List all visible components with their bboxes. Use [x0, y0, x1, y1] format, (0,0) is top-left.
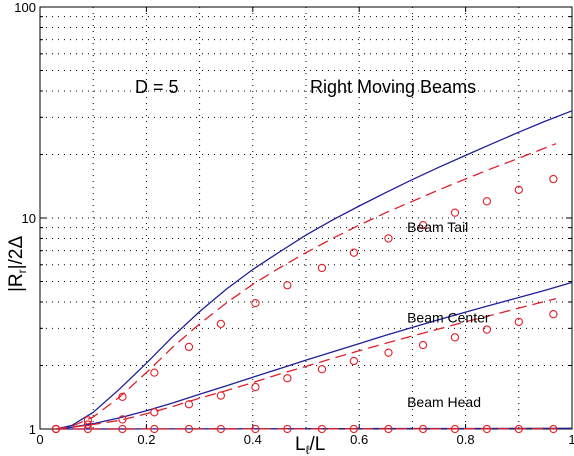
beam-head-marker — [349, 424, 359, 434]
beam-center-dashed-line — [55, 297, 557, 430]
beam-center-marker — [349, 356, 359, 366]
y-tick-label: 10 — [22, 211, 36, 226]
beam-center-marker — [184, 400, 194, 409]
y-tick-label: 1 — [29, 422, 36, 437]
ticks-layer: 0 0.2 0.4 0.6 0.8 1 1 10 100 — [14, 0, 574, 447]
beam-center-marker — [514, 317, 523, 326]
x-tick-label: 0.6 — [350, 432, 368, 447]
x-tick-label: 0.4 — [244, 432, 262, 447]
beam-center-marker — [450, 333, 460, 342]
beam-center-marker — [150, 408, 159, 417]
y-axis-label-suffix: |/2Δ — [6, 236, 27, 270]
beam-head-marker — [216, 424, 226, 434]
x-axis-label: Lℓ/L — [295, 434, 325, 456]
beam-tail-marker — [216, 319, 226, 329]
beam-tail-marker — [150, 368, 159, 377]
beam-tail-marker — [450, 208, 460, 217]
beam-tail-marker — [317, 263, 327, 273]
beam-tail-marker — [118, 392, 127, 402]
beam-head-marker — [418, 424, 428, 434]
beam-head-marker — [283, 424, 292, 434]
beam-center-marker — [216, 391, 226, 400]
beam-head-marker — [150, 424, 159, 434]
y-axis-label: |Rr|/2Δ — [6, 236, 29, 292]
beam-head-marker — [118, 424, 127, 434]
beam-tail-marker — [549, 174, 558, 184]
beam-tail-solid-line — [55, 110, 573, 430]
beam-center-marker — [251, 382, 260, 392]
beam-head-marker — [184, 424, 194, 434]
beam-center-marker — [418, 340, 428, 350]
beam-tail-marker — [349, 248, 359, 257]
beam-tail-marker — [418, 220, 428, 230]
beam-center-marker — [549, 310, 558, 319]
beam-center-solid-line — [55, 281, 573, 430]
beam-head-marker — [317, 424, 327, 434]
beam-head-marker — [51, 424, 61, 434]
x-axis-label-tail: /L — [309, 434, 325, 455]
annotation-group-title: Right Moving Beams — [310, 77, 476, 97]
y-tick-label: 100 — [14, 0, 36, 15]
beam-center-marker — [482, 325, 492, 334]
beam-tail-marker — [514, 185, 523, 194]
labels-layer: Beam Tail Beam Center Beam Head — [407, 219, 490, 410]
beam-center-marker — [384, 348, 393, 357]
y-axis-label-prefix: |R — [6, 273, 27, 292]
beam-head-marker — [514, 424, 523, 434]
beam-center-marker — [283, 374, 292, 383]
series-layer — [51, 110, 573, 434]
beam-tail-marker — [384, 234, 393, 243]
beam-center-marker — [317, 365, 327, 374]
grid-layer — [40, 7, 572, 429]
beam-tail-marker — [251, 298, 260, 308]
y-axis-label-subscript: r — [15, 269, 29, 273]
beam-tail-marker — [283, 281, 292, 290]
beam-head-marker — [83, 424, 93, 434]
beam-tail-marker — [83, 416, 93, 425]
x-tick-label: 0.8 — [457, 432, 475, 447]
beam-tail-dashed-line — [55, 143, 557, 430]
beam-tail-marker — [482, 197, 492, 206]
beam-head-marker — [384, 424, 393, 434]
x-tick-label: 0 — [36, 432, 43, 447]
beam-tail-marker — [184, 342, 194, 352]
beam-head-marker — [482, 424, 492, 434]
beam-head-marker — [251, 424, 260, 434]
beam-head-label: Beam Head — [407, 394, 481, 410]
beam-head-marker — [549, 424, 558, 434]
beam-center-marker — [118, 415, 127, 424]
beam-center-marker — [83, 420, 93, 429]
x-tick-label: 1 — [568, 432, 574, 447]
x-tick-label: 0.2 — [137, 432, 155, 447]
x-axis-label-subscript: ℓ — [306, 443, 310, 456]
beam-tail-label: Beam Tail — [407, 219, 468, 235]
annotation-d-value: D = 5 — [135, 77, 179, 97]
beam-head-marker — [450, 424, 460, 434]
x-axis-label-main: L — [295, 434, 306, 455]
beam-center-label: Beam Center — [407, 309, 490, 325]
